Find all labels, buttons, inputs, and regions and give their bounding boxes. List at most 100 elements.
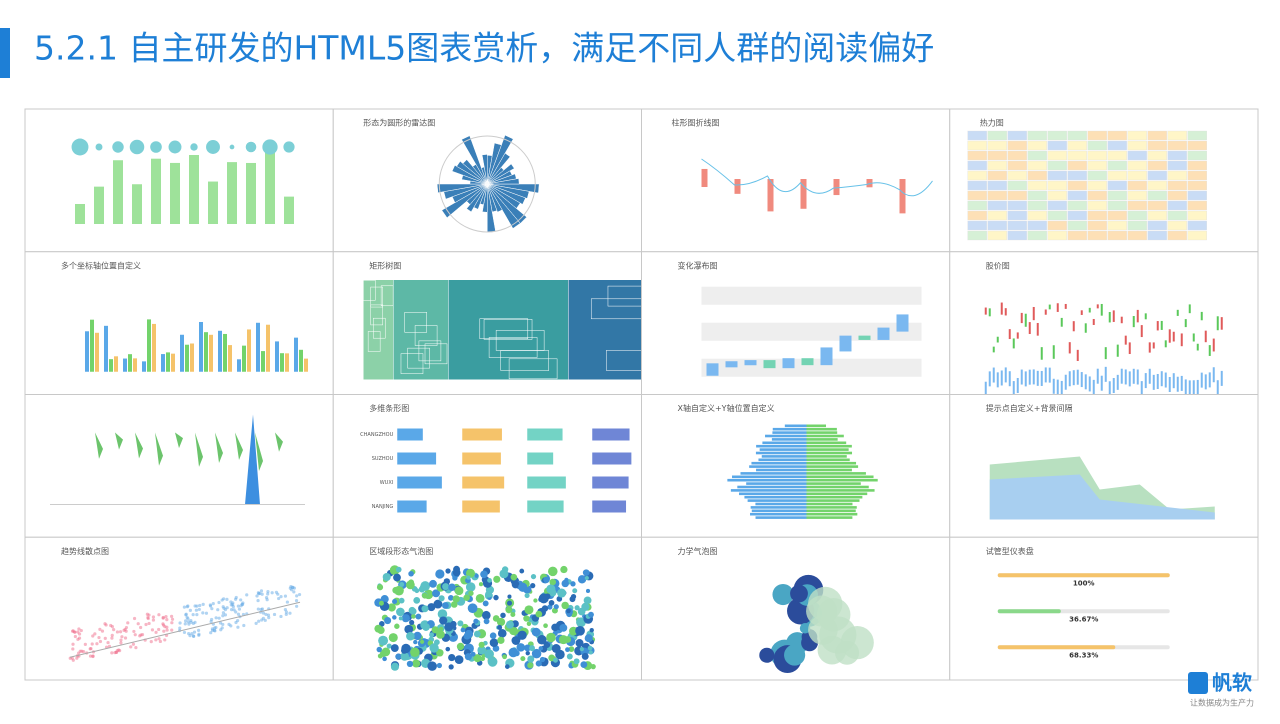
bubble bbox=[452, 568, 461, 577]
logo-icon bbox=[1188, 672, 1208, 694]
bubble bbox=[392, 615, 397, 620]
heat-cell bbox=[1147, 190, 1167, 201]
bar bbox=[189, 154, 199, 224]
candle bbox=[1028, 322, 1031, 335]
heat-cell bbox=[1147, 180, 1167, 191]
bubble bbox=[464, 653, 472, 661]
heat-cell bbox=[1067, 220, 1087, 231]
candle bbox=[1048, 304, 1051, 310]
spike bbox=[155, 432, 163, 466]
panel-title: 矩形树图 bbox=[369, 260, 401, 270]
dot bbox=[83, 642, 87, 646]
bubble bbox=[408, 570, 414, 577]
bubble bbox=[71, 138, 89, 156]
line bbox=[701, 158, 933, 197]
bubble bbox=[434, 599, 442, 607]
dot bbox=[193, 604, 197, 608]
dot bbox=[236, 612, 241, 616]
volume bbox=[1180, 375, 1183, 391]
heat-cell bbox=[1047, 160, 1067, 171]
bar bbox=[397, 428, 423, 441]
bubble bbox=[531, 627, 541, 637]
bubble bbox=[392, 586, 400, 594]
heat-cell bbox=[1007, 180, 1027, 191]
heat-cell bbox=[1147, 200, 1167, 211]
bubble bbox=[580, 661, 588, 669]
bubble bbox=[570, 594, 577, 600]
candle bbox=[1200, 311, 1203, 321]
bar-left bbox=[758, 458, 807, 462]
heat-cell bbox=[1027, 150, 1047, 161]
tree-sub bbox=[508, 358, 558, 380]
bubble bbox=[419, 585, 425, 590]
volume bbox=[1204, 374, 1207, 390]
dot bbox=[147, 613, 151, 617]
bar-right bbox=[806, 485, 869, 489]
heat-cell bbox=[1027, 130, 1047, 141]
volume bbox=[1132, 368, 1135, 384]
dot bbox=[184, 619, 188, 623]
bubble bbox=[429, 632, 435, 638]
bubble bbox=[574, 605, 580, 611]
dot bbox=[76, 637, 80, 641]
dot bbox=[165, 628, 169, 632]
heat-cell bbox=[1167, 140, 1187, 151]
dot bbox=[165, 618, 169, 622]
bubble bbox=[473, 654, 482, 663]
dot bbox=[201, 602, 205, 606]
bubble bbox=[376, 584, 384, 591]
heat-cell bbox=[987, 180, 1007, 191]
bar bbox=[833, 179, 840, 196]
bar-right bbox=[806, 502, 853, 506]
volume bbox=[1160, 371, 1163, 387]
bubble-big bbox=[806, 595, 838, 627]
bubble bbox=[790, 584, 808, 603]
bar bbox=[701, 168, 708, 187]
chart-panel: 力学气泡图 bbox=[641, 536, 951, 681]
dot bbox=[257, 592, 261, 596]
tree-sub bbox=[424, 343, 448, 365]
candle bbox=[1068, 342, 1071, 354]
volume bbox=[1176, 376, 1179, 392]
dot bbox=[106, 640, 110, 645]
bubble bbox=[541, 605, 549, 612]
bubble bbox=[504, 664, 510, 669]
bar bbox=[170, 162, 180, 224]
bar-right bbox=[806, 444, 852, 448]
bubble bbox=[379, 621, 385, 627]
dot bbox=[123, 636, 128, 640]
bubble bbox=[525, 650, 530, 656]
bubble bbox=[432, 589, 441, 598]
panel-title: 股价图 bbox=[986, 261, 1010, 270]
bubble bbox=[386, 643, 392, 649]
dot bbox=[197, 633, 201, 637]
candle bbox=[1180, 333, 1183, 347]
dot bbox=[134, 645, 138, 650]
bubble bbox=[448, 664, 454, 670]
heat-cell bbox=[1047, 180, 1067, 191]
bubble bbox=[168, 140, 182, 154]
panel-title: 试管型仪表盘 bbox=[986, 546, 1034, 556]
chart-panel: 多个坐标轴位置自定义 bbox=[24, 251, 334, 395]
bar bbox=[280, 353, 284, 372]
dot bbox=[213, 629, 217, 633]
bar-right bbox=[806, 472, 866, 475]
panel-title: X轴自定义+Y轴位置自定义 bbox=[678, 403, 775, 413]
chart-panel: 热力图 bbox=[949, 108, 1259, 253]
volume bbox=[1044, 367, 1047, 383]
bar bbox=[113, 160, 123, 224]
dot bbox=[241, 601, 245, 605]
heat-cell bbox=[1007, 170, 1027, 181]
candle bbox=[1140, 325, 1143, 338]
dot bbox=[136, 622, 140, 626]
band bbox=[701, 286, 922, 305]
bubble bbox=[404, 624, 414, 634]
heat-cell bbox=[1047, 150, 1067, 161]
tube-fill bbox=[997, 609, 1061, 614]
bubble bbox=[507, 594, 512, 599]
bar-right bbox=[806, 431, 838, 434]
candle bbox=[1216, 316, 1219, 331]
bar-left bbox=[755, 502, 807, 506]
dot bbox=[73, 634, 77, 639]
heat-cell bbox=[967, 230, 987, 241]
